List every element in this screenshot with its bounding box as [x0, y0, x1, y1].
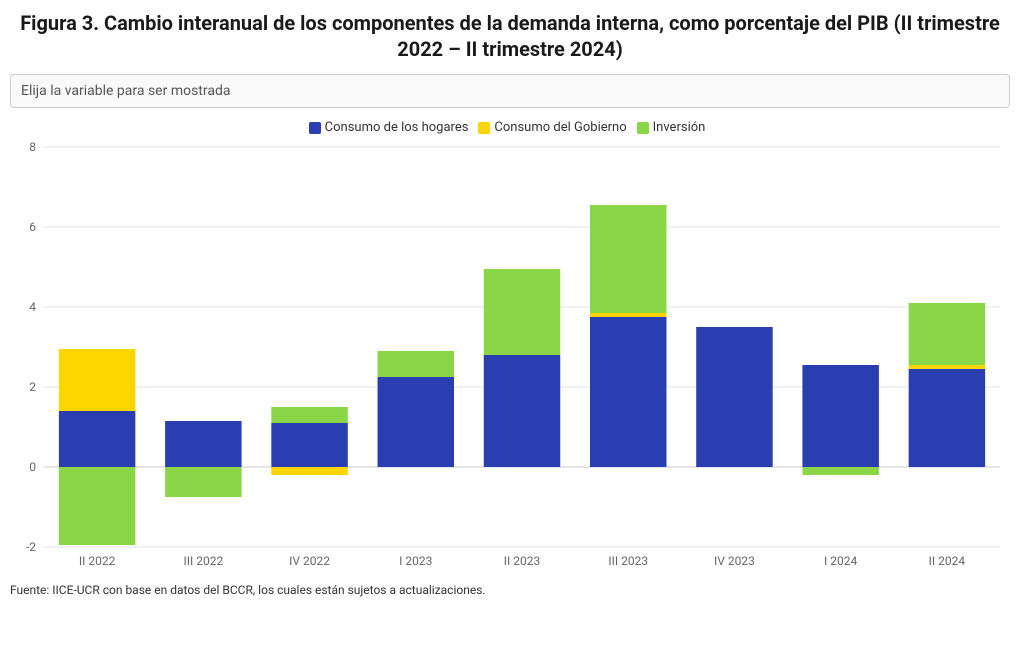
bar-gobierno	[909, 365, 985, 369]
bar-hogares	[378, 377, 454, 467]
svg-text:III 2023: III 2023	[608, 554, 648, 568]
svg-text:2: 2	[29, 380, 36, 394]
legend-swatch	[309, 122, 321, 134]
chart-area: -2 0 2 4 6 8 II 2022 III 2022 IV 2022 I 2023 II 20…	[10, 141, 1010, 571]
bar-gobierno	[59, 349, 135, 411]
svg-text:8: 8	[29, 141, 36, 154]
chart-title: Figura 3. Cambio interanual de los compo…	[10, 10, 1010, 62]
bar-gobierno	[590, 313, 666, 317]
legend-swatch	[637, 122, 649, 134]
stacked-bar-chart: -2 0 2 4 6 8 II 2022 III 2022 IV 2022 I 2023 II 20…	[10, 141, 1010, 571]
svg-text:II 2024: II 2024	[929, 554, 966, 568]
bar-inversion	[378, 351, 454, 377]
legend-item-hogares[interactable]: Consumo de los hogares	[309, 120, 469, 135]
legend: Consumo de los hogares Consumo del Gobier…	[10, 120, 1010, 135]
bar-inversion	[484, 269, 560, 355]
bar-hogares	[271, 423, 347, 467]
svg-text:II 2022: II 2022	[79, 554, 116, 568]
bar-hogares	[696, 327, 772, 467]
svg-text:II 2023: II 2023	[504, 554, 540, 568]
svg-text:6: 6	[29, 220, 36, 234]
bar-inversion	[271, 407, 347, 423]
bar-gobierno	[271, 467, 347, 475]
legend-label: Consumo del Gobierno	[494, 120, 626, 135]
svg-text:IV 2023: IV 2023	[714, 554, 755, 568]
bar-inversion	[909, 303, 985, 365]
legend-swatch	[478, 122, 490, 134]
svg-text:III 2022: III 2022	[183, 554, 223, 568]
svg-text:I 2024: I 2024	[824, 554, 857, 568]
bar-inversion	[802, 467, 878, 475]
legend-label: Inversión	[653, 120, 706, 135]
source-footer: Fuente: IICE-UCR con base en datos del B…	[10, 583, 1010, 597]
bar-hogares	[59, 411, 135, 467]
svg-text:-2: -2	[26, 540, 36, 554]
legend-item-gobierno[interactable]: Consumo del Gobierno	[478, 120, 626, 135]
bar-inversion	[59, 467, 135, 545]
bar-hogares	[484, 355, 560, 467]
svg-text:IV 2022: IV 2022	[289, 554, 330, 568]
svg-text:4: 4	[29, 300, 36, 314]
variable-selector[interactable]: Elija la variable para ser mostrada	[10, 74, 1010, 108]
legend-label: Consumo de los hogares	[325, 120, 469, 135]
svg-text:0: 0	[29, 460, 36, 474]
bar-inversion	[590, 205, 666, 313]
legend-item-inversion[interactable]: Inversión	[637, 120, 706, 135]
bar-hogares	[590, 317, 666, 467]
bar-hogares	[802, 365, 878, 467]
bar-hogares	[165, 421, 241, 467]
svg-text:I 2023: I 2023	[399, 554, 432, 568]
bar-hogares	[909, 369, 985, 467]
bar-inversion	[165, 467, 241, 497]
